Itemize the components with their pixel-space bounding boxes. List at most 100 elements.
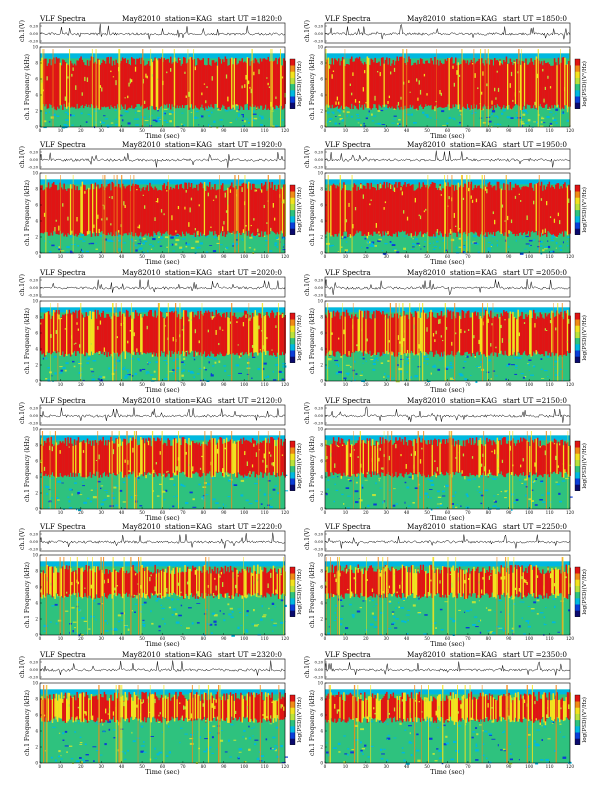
spectrogram-band-column bbox=[504, 437, 506, 478]
spectrogram-band-column bbox=[84, 317, 86, 357]
spectrogram-band-column bbox=[347, 63, 349, 107]
spectrogram-band-speck bbox=[351, 591, 353, 597]
spectrogram-band-column bbox=[69, 437, 72, 473]
spectrogram-band-column bbox=[136, 58, 138, 105]
spectrogram-band-column bbox=[469, 317, 471, 354]
spectrogram-band-speck bbox=[245, 224, 247, 227]
spectrogram-band-column bbox=[212, 60, 215, 109]
spectrogram-noise-cell bbox=[87, 113, 91, 116]
spectrogram-noise-cell bbox=[209, 245, 213, 246]
spectrogram-noise-cell bbox=[357, 116, 360, 117]
spectrogram-band-speck bbox=[145, 593, 147, 599]
spectrogram-band-column bbox=[50, 436, 52, 475]
spectrogram-band-column bbox=[53, 446, 55, 476]
spectrogram-band-column bbox=[227, 441, 229, 473]
spectrogram-noise-cell bbox=[145, 373, 148, 375]
spectrogram-band-column bbox=[509, 182, 512, 231]
spectrogram-band-speck bbox=[149, 472, 151, 475]
spectrogram-noise-cell bbox=[98, 375, 103, 378]
spectrogram-band-column bbox=[283, 317, 285, 356]
spectrogram-noise-cell bbox=[72, 360, 75, 363]
spectrogram-streak bbox=[258, 431, 260, 509]
spectrogram-band-speck bbox=[500, 576, 502, 580]
spectrogram-noise-cell bbox=[494, 375, 498, 377]
spectrogram-band-column bbox=[188, 59, 190, 110]
spectrogram-noise-cell bbox=[373, 359, 377, 360]
spectrogram-noise-cell bbox=[377, 110, 381, 112]
spectrogram-noise-cell bbox=[437, 496, 442, 498]
spectrogram-band-speck bbox=[227, 96, 229, 102]
spectrogram-noise-cell bbox=[465, 493, 468, 496]
spectrogram-band-speck bbox=[101, 218, 103, 221]
spectrogram-band-column bbox=[393, 442, 396, 477]
spectrogram-band-speck bbox=[404, 330, 406, 333]
spectrogram-band-speck bbox=[384, 566, 387, 572]
x-tick-label: 40 bbox=[404, 382, 410, 387]
spectrogram-noise-cell bbox=[50, 116, 54, 119]
spectrogram-band-column bbox=[440, 569, 443, 598]
spectrogram-band-column bbox=[136, 444, 138, 478]
spectrogram-noise-cell bbox=[251, 119, 255, 121]
spectrogram-band-column bbox=[253, 183, 255, 236]
spectrogram-noise-cell bbox=[395, 380, 400, 383]
spectrogram-band-speck bbox=[487, 473, 489, 477]
spectrogram-noise-cell bbox=[539, 612, 544, 614]
spectrogram-band-column bbox=[158, 438, 160, 474]
spectrogram-band-speck bbox=[66, 314, 68, 316]
x-tick-label: 80 bbox=[486, 382, 492, 387]
spectrogram-band-column bbox=[539, 63, 541, 104]
spectrogram-band-speck bbox=[188, 91, 190, 97]
spectrogram-noise-cell bbox=[230, 107, 235, 109]
spectrogram-noise-cell bbox=[465, 506, 470, 509]
spectrogram-band-speck bbox=[219, 326, 221, 330]
spectrogram-noise-cell bbox=[109, 505, 112, 507]
x-tick-label: 50 bbox=[139, 128, 145, 133]
spectrogram-band-column bbox=[108, 442, 111, 473]
spectrogram-noise-cell bbox=[515, 368, 518, 369]
spectrogram-band-column bbox=[236, 569, 238, 594]
spectrogram-band-speck bbox=[112, 76, 115, 78]
spectrogram-band-column bbox=[168, 311, 171, 351]
spectrogram-noise-cell bbox=[153, 370, 156, 373]
spectrogram-noise-cell bbox=[120, 612, 125, 615]
spectrogram-band-speck bbox=[470, 195, 473, 199]
x-tick-label: 20 bbox=[78, 510, 84, 515]
spectrogram-band-column bbox=[211, 438, 214, 478]
spectrogram-noise-cell bbox=[429, 507, 431, 509]
waveform-trace bbox=[324, 150, 571, 168]
colorbar-segment bbox=[575, 356, 580, 363]
spectrogram-band-speck bbox=[361, 328, 363, 332]
spectrogram-band-speck bbox=[354, 99, 357, 103]
spectrogram-noise-cell bbox=[86, 632, 88, 634]
spectrogram-streak bbox=[168, 175, 169, 253]
spectrogram-band-column bbox=[210, 317, 212, 352]
spectrogram-streak bbox=[387, 557, 389, 635]
spectrogram-noise-cell bbox=[70, 758, 74, 760]
spectrogram-band-column bbox=[466, 311, 469, 352]
spectrogram-noise-cell bbox=[232, 245, 234, 247]
spectrogram-noise-cell bbox=[408, 376, 412, 379]
spectrogram-band-column bbox=[210, 573, 212, 594]
spectrogram-band-column bbox=[98, 570, 100, 599]
spectrogram-band-column bbox=[369, 64, 371, 108]
spectrogram-band-speck bbox=[553, 218, 556, 223]
spectrogram-noise-cell bbox=[253, 248, 256, 251]
spectrogram-band-column bbox=[154, 564, 156, 594]
spectrogram-band-column bbox=[106, 569, 108, 599]
spectrogram-band-column bbox=[474, 571, 476, 594]
spectrogram-noise-cell bbox=[168, 606, 171, 609]
spectrogram-band-column bbox=[332, 437, 335, 476]
spectrogram-noise-cell bbox=[473, 616, 478, 618]
spectrogram-band-column bbox=[560, 62, 562, 110]
spectrogram-noise-cell bbox=[231, 611, 234, 613]
spectrogram-band-column bbox=[254, 440, 256, 478]
spectrogram-band-column bbox=[328, 64, 331, 106]
spectrogram-noise-cell bbox=[206, 623, 211, 625]
spectrogram-band-column bbox=[251, 573, 254, 595]
spectrogram-band-column bbox=[559, 569, 561, 594]
spectrogram-band-column bbox=[244, 440, 246, 475]
spectrogram-band-column bbox=[263, 567, 266, 596]
spectrogram-noise-cell bbox=[334, 359, 339, 362]
spectrogram-noise-cell bbox=[326, 488, 330, 490]
spectrogram-band-speck bbox=[504, 319, 506, 321]
